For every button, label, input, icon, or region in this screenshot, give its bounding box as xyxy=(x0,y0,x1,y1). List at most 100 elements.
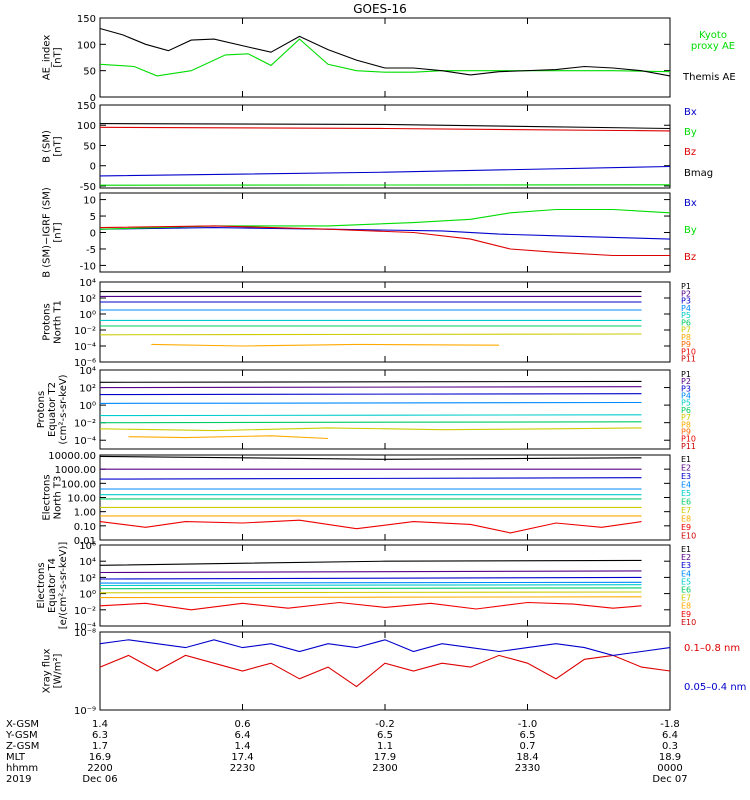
legend-entry: E4 xyxy=(681,481,691,490)
legend-entry: P2 xyxy=(681,289,691,298)
series-line-e1 xyxy=(99,455,642,460)
y-axis-label: North T1 xyxy=(53,300,64,344)
series-line-bx xyxy=(99,165,671,177)
y-tick-label: 10⁻⁸ xyxy=(74,628,96,639)
x-axis-value: 18.9 xyxy=(659,752,681,763)
y-tick-label: 10⁴ xyxy=(79,278,96,289)
y-tick-label: 10⁻⁶ xyxy=(74,358,96,369)
y-tick-label: 10⁴ xyxy=(79,557,96,568)
series-line-p7 xyxy=(99,427,642,432)
y-tick-label: 50 xyxy=(83,67,96,78)
series-line-bz xyxy=(99,126,671,132)
series-line-e9 xyxy=(99,601,642,611)
y-tick-label: 150 xyxy=(77,14,96,25)
y-axis-label: B (SM) xyxy=(42,130,53,163)
x-axis-row-label: X-GSM xyxy=(6,719,39,730)
x-axis-value: 2230 xyxy=(230,763,255,774)
series-line-p5 xyxy=(99,414,642,417)
x-axis-value: 16.9 xyxy=(89,752,111,763)
x-axis-value: 6.5 xyxy=(520,730,536,741)
y-axis-label: [W/m²] xyxy=(53,653,64,688)
x-axis-value: -1.8 xyxy=(660,719,680,730)
y-tick-label: 10 xyxy=(83,196,96,207)
series-line-by xyxy=(99,208,671,230)
y-axis-label: B (SM)−IGRF (SM) xyxy=(42,187,53,278)
legend-entry: 0.1–0.8 nm xyxy=(684,643,740,654)
y-axis-label: [nT] xyxy=(53,222,64,242)
x-axis-value: 1.4 xyxy=(92,719,108,730)
y-axis-label: AE_index xyxy=(42,35,53,81)
series-line-e3 xyxy=(99,477,642,480)
legend-entry: P2 xyxy=(681,377,691,386)
panel-electrons_t3: 0.01 0.10 1.00 10.00 100.00 1000.00 10000.00 El… xyxy=(42,451,697,547)
y-axis-label: Electrons xyxy=(36,562,47,608)
y-tick-label: 100.00 xyxy=(61,479,96,490)
y-tick-label: 100 xyxy=(77,40,96,51)
legend-entry: Bmag xyxy=(684,168,713,179)
y-axis-label: [e/(cm²-s-sr-keV)] xyxy=(58,542,69,630)
series-line-p1 xyxy=(99,380,642,383)
legend-entry: E10 xyxy=(681,532,696,541)
x-axis-value: 2200 xyxy=(87,763,112,774)
x-axis-row-label: Z-GSM xyxy=(6,741,39,752)
legend-entry: E9 xyxy=(681,523,691,532)
panel-bigrf: -10 -5 0 5 10 B (SM)−IGRF (SM) [nT] Bx By Bz xyxy=(42,187,697,278)
y-tick-label: 0 xyxy=(90,162,96,173)
legend-entry: P10 xyxy=(681,347,696,356)
legend-entry: E6 xyxy=(681,586,691,595)
series-line-e8 xyxy=(99,596,642,599)
x-axis-value: 0.6 xyxy=(235,719,251,730)
y-tick-label: 0.10 xyxy=(74,522,96,533)
legend-entry: P3 xyxy=(681,384,691,393)
legend-entry: Bz xyxy=(684,252,696,263)
y-tick-label: 0 xyxy=(90,93,96,104)
legend-entry: Themis AE xyxy=(682,72,736,83)
series-line-p3 xyxy=(99,393,642,396)
legend-entry: P5 xyxy=(681,399,691,408)
series-line-0-05-0-4-nm xyxy=(99,639,671,656)
series-line-p2 xyxy=(99,386,642,389)
legend-entry: P3 xyxy=(681,297,691,306)
y-tick-label: 10² xyxy=(79,573,96,584)
series-line-e7 xyxy=(99,591,642,594)
panel-frame xyxy=(99,281,671,363)
y-tick-label: 10² xyxy=(79,294,96,305)
series-line-e1 xyxy=(99,559,642,566)
y-tick-label: 5 xyxy=(90,212,96,223)
legend-entry: E7 xyxy=(681,506,691,515)
legend-entry: P11 xyxy=(681,442,696,451)
y-tick-label: 10⁻² xyxy=(74,326,96,337)
series-line-themis-ae xyxy=(99,27,671,77)
x-axis-value: 0.7 xyxy=(520,741,536,752)
x-axis-row-label: 2019 xyxy=(6,774,31,785)
legend-entry: E5 xyxy=(681,489,691,498)
y-tick-label: 10⁰ xyxy=(79,590,96,601)
legend-entry: E3 xyxy=(681,561,691,570)
y-tick-label: 1000.00 xyxy=(55,465,96,476)
panel-protons_t1: 10⁻⁶ 10⁻⁴ 10⁻² 10⁰ 10² 10⁴ Protons North T1 P1P2… xyxy=(42,278,697,369)
y-axis-label: [nT] xyxy=(53,47,64,67)
x-axis-value: Dec 07 xyxy=(652,774,687,785)
legend-entry: P9 xyxy=(681,427,691,436)
series-line-e5 xyxy=(99,584,642,587)
y-tick-label: 10⁻² xyxy=(74,606,96,617)
legend-entry: Bx xyxy=(684,198,697,209)
x-axis-value: 1.7 xyxy=(92,741,108,752)
y-axis-label: Electrons xyxy=(42,474,53,520)
legend-entry: E2 xyxy=(681,464,691,473)
legend-entry: P8 xyxy=(681,420,691,429)
x-axis-value: -0.2 xyxy=(375,719,395,730)
legend-entry: E1 xyxy=(681,545,691,554)
x-axis-row-label: MLT xyxy=(6,752,26,763)
x-axis-value: 0.3 xyxy=(662,741,678,752)
x-axis-value: -1.0 xyxy=(518,719,538,730)
legend-entry: 0.05–0.4 nm xyxy=(684,682,746,693)
series-line-e4 xyxy=(99,581,642,584)
legend-entry: P7 xyxy=(681,413,691,422)
legend-entry: E5 xyxy=(681,577,691,586)
panel-frame xyxy=(99,631,671,711)
legend-entry: By xyxy=(684,127,697,138)
y-tick-label: -50 xyxy=(80,182,96,193)
x-axis-table: X-GSMY-GSMZ-GSMMLThhmm20191.46.31.716.92… xyxy=(5,719,688,785)
